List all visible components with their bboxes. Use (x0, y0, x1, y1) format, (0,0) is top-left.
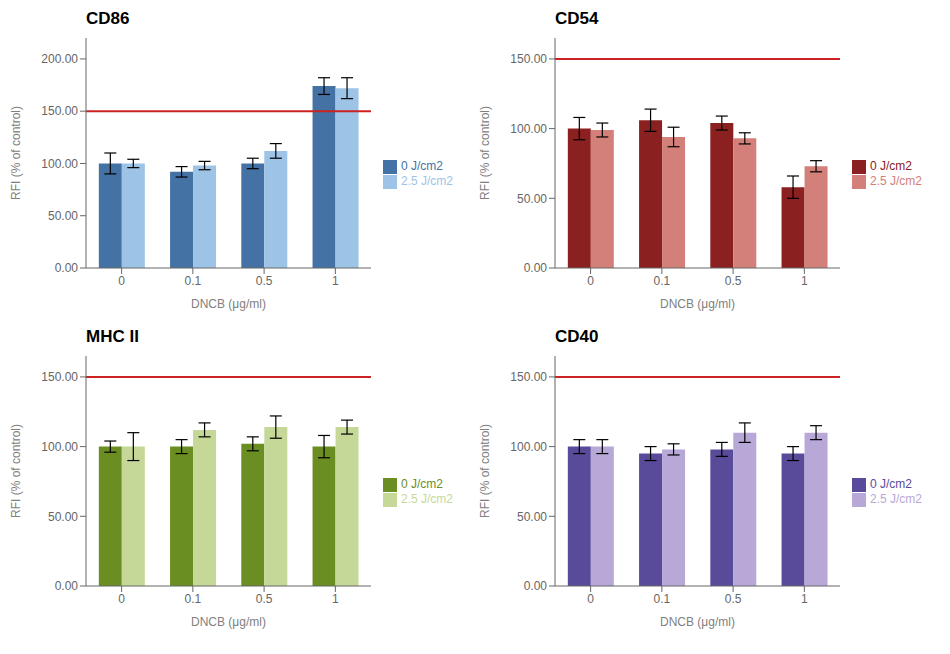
svg-text:200.00: 200.00 (41, 52, 78, 66)
html-text:2.5 J/cm2: 2.5 J/cm2 (870, 492, 922, 506)
html-text:2.5 J/cm2: 2.5 J/cm2 (401, 174, 453, 188)
html-text:CD86: CD86 (86, 9, 130, 28)
svg-text:150.00: 150.00 (41, 370, 78, 384)
svg-text:100.00: 100.00 (510, 440, 547, 454)
html-text:0 J/cm2: 0 J/cm2 (401, 159, 443, 174)
html-text:2.5 J/cm2: 2.5 J/cm2 (401, 492, 453, 506)
html-text:2.5 J/cm2: 2.5 J/cm2 (870, 174, 922, 188)
html-text:0 J/cm2: 0 J/cm2 (401, 477, 443, 492)
svg-text:DNCB (μg/ml): DNCB (μg/ml) (660, 297, 735, 311)
svg-text:100.00: 100.00 (41, 440, 78, 454)
svg-text:0: 0 (587, 274, 594, 288)
svg-text:1: 1 (801, 592, 808, 606)
svg-text:0.5: 0.5 (725, 274, 742, 288)
svg-text:DNCB (μg/ml): DNCB (μg/ml) (191, 615, 266, 629)
html-text:MHC II: MHC II (86, 327, 139, 346)
svg-text:0.00: 0.00 (524, 261, 548, 275)
svg-text:DNCB (μg/ml): DNCB (μg/ml) (191, 297, 266, 311)
svg-text:1: 1 (801, 274, 808, 288)
svg-text:0.5: 0.5 (256, 274, 273, 288)
svg-text:50.00: 50.00 (517, 192, 547, 206)
svg-text:100.00: 100.00 (510, 122, 547, 136)
html-text:0 J/cm2: 0 J/cm2 (870, 477, 912, 492)
svg-text:0.00: 0.00 (524, 579, 548, 593)
svg-text:0.00: 0.00 (55, 261, 79, 275)
svg-text:DNCB (μg/ml): DNCB (μg/ml) (660, 615, 735, 629)
svg-text:100.00: 100.00 (41, 157, 78, 171)
svg-text:1: 1 (332, 592, 339, 606)
svg-text:0.1: 0.1 (185, 592, 202, 606)
svg-text:RFI (% of control): RFI (% of control) (478, 424, 492, 518)
svg-text:1: 1 (332, 274, 339, 288)
svg-text:0.1: 0.1 (654, 274, 671, 288)
svg-text:0.5: 0.5 (725, 592, 742, 606)
html-text:0 J/cm2: 0 J/cm2 (870, 159, 912, 174)
svg-text:50.00: 50.00 (48, 209, 78, 223)
html-text:CD40: CD40 (555, 327, 599, 346)
svg-text:50.00: 50.00 (517, 510, 547, 524)
svg-text:0: 0 (118, 592, 125, 606)
svg-text:0: 0 (118, 274, 125, 288)
svg-text:0.1: 0.1 (185, 274, 202, 288)
svg-text:50.00: 50.00 (48, 510, 78, 524)
svg-text:RFI (% of control): RFI (% of control) (9, 424, 23, 518)
svg-text:0.5: 0.5 (256, 592, 273, 606)
svg-text:150.00: 150.00 (510, 370, 547, 384)
html-text:CD54: CD54 (555, 9, 599, 28)
svg-text:150.00: 150.00 (41, 104, 78, 118)
svg-text:150.00: 150.00 (510, 52, 547, 66)
svg-text:0: 0 (587, 592, 594, 606)
svg-text:0.00: 0.00 (55, 579, 79, 593)
svg-text:RFI (% of control): RFI (% of control) (9, 106, 23, 200)
svg-text:0.1: 0.1 (654, 592, 671, 606)
svg-text:RFI (% of control): RFI (% of control) (478, 106, 492, 200)
